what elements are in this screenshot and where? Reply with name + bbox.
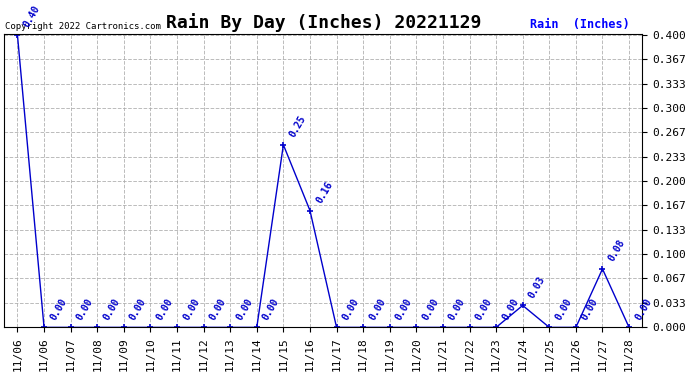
Text: 0.00: 0.00	[420, 296, 441, 321]
Text: 0.00: 0.00	[580, 296, 600, 321]
Text: 0.08: 0.08	[607, 238, 627, 263]
Text: 0.00: 0.00	[208, 296, 228, 321]
Text: 0.00: 0.00	[75, 296, 95, 321]
Text: 0.00: 0.00	[633, 296, 653, 321]
Text: 0.00: 0.00	[473, 296, 494, 321]
Text: 0.00: 0.00	[447, 296, 467, 321]
Text: 0.00: 0.00	[367, 296, 388, 321]
Text: 0.00: 0.00	[128, 296, 148, 321]
Text: Copyright 2022 Cartronics.com: Copyright 2022 Cartronics.com	[6, 22, 161, 31]
Text: 0.16: 0.16	[314, 179, 335, 205]
Text: 0.00: 0.00	[341, 296, 361, 321]
Text: 0.40: 0.40	[21, 4, 42, 30]
Text: 0.25: 0.25	[287, 114, 308, 139]
Text: Rain  (Inches): Rain (Inches)	[530, 18, 629, 31]
Text: 0.00: 0.00	[155, 296, 175, 321]
Text: 0.00: 0.00	[101, 296, 121, 321]
Text: 0.00: 0.00	[500, 296, 520, 321]
Text: 0.00: 0.00	[553, 296, 573, 321]
Title: Rain By Day (Inches) 20221129: Rain By Day (Inches) 20221129	[166, 13, 481, 32]
Text: 0.00: 0.00	[261, 296, 282, 321]
Text: 0.03: 0.03	[526, 274, 547, 300]
Text: 0.00: 0.00	[48, 296, 68, 321]
Text: 0.00: 0.00	[234, 296, 255, 321]
Text: 0.00: 0.00	[394, 296, 414, 321]
Text: 0.00: 0.00	[181, 296, 201, 321]
